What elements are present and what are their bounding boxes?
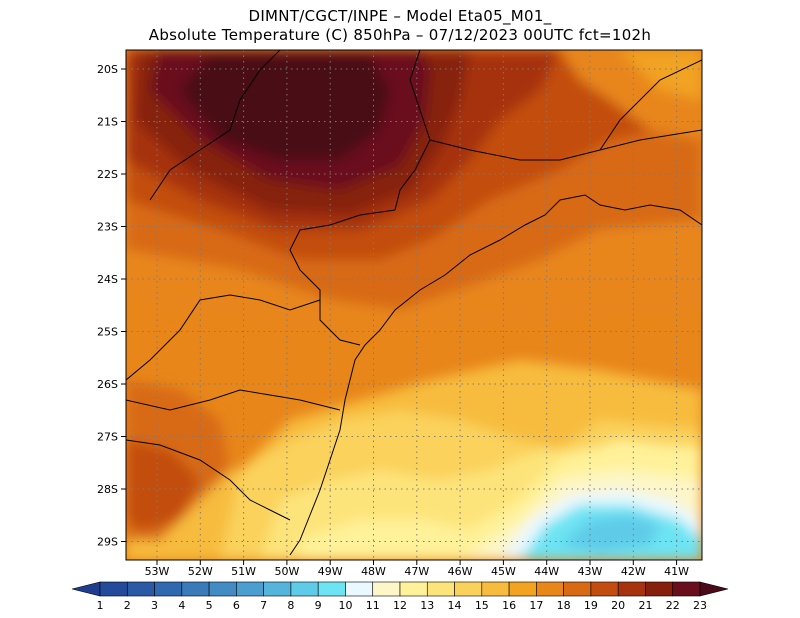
colorbar-segment <box>154 581 183 597</box>
colorbar-label: 17 <box>529 599 543 612</box>
colorbar-right-arrow <box>699 581 729 597</box>
colorbar-segment <box>236 581 264 597</box>
colorbar-label: 7 <box>260 599 267 612</box>
colorbar-label: 10 <box>338 599 352 612</box>
colorbar-label: 16 <box>502 599 516 612</box>
lat-label: 27S <box>97 431 118 444</box>
lat-label: 28S <box>97 483 118 496</box>
colorbar-segment <box>99 581 128 597</box>
colorbar-label: 5 <box>206 599 213 612</box>
lat-label: 22S <box>97 168 118 181</box>
lon-label: 52W <box>188 565 213 578</box>
lon-label: 53W <box>145 565 170 578</box>
lat-label: 23S <box>97 221 118 234</box>
coastline <box>126 50 702 556</box>
colorbar-segment <box>317 581 346 597</box>
latitude-labels: 20S 21S 22S 23S 24S 25S 26S 27S 28S 29S <box>97 63 126 549</box>
colorbar-label: 9 <box>315 599 322 612</box>
colorbar-segment <box>617 581 646 597</box>
colorbar-label: 15 <box>475 599 489 612</box>
lat-label: 24S <box>97 273 118 286</box>
colorbar-segment <box>672 581 701 597</box>
lon-label: 50W <box>274 565 299 578</box>
colorbar-label: 1 <box>97 599 104 612</box>
colorbar-label: 2 <box>124 599 131 612</box>
lon-label: 51W <box>231 565 256 578</box>
lon-label: 46W <box>448 565 473 578</box>
map-grid <box>126 50 702 560</box>
map-title-line-2: Absolute Temperature (C) 850hPa – 07/12/… <box>148 26 652 44</box>
colorbar-segment <box>208 581 237 597</box>
colorbar-segment <box>536 581 564 597</box>
colorbar-segment <box>372 581 401 597</box>
colorbar-label: 23 <box>693 599 707 612</box>
colorbar-label: 11 <box>366 599 380 612</box>
temperature-field <box>126 50 702 560</box>
colorbar-left-arrow <box>71 581 101 597</box>
colorbar-segment <box>263 581 292 597</box>
colorbar-segment <box>563 581 592 597</box>
colorbar-label: 6 <box>233 599 240 612</box>
lon-label: 41W <box>664 565 689 578</box>
lat-label: 25S <box>97 326 118 339</box>
lon-label: 42W <box>621 565 646 578</box>
colorbar-label: 12 <box>393 599 407 612</box>
lon-label: 49W <box>318 565 343 578</box>
colorbar-label: 20 <box>611 599 625 612</box>
colorbar-segment <box>399 581 428 597</box>
colorbar-segment <box>454 581 483 597</box>
colorbar-label: 14 <box>448 599 462 612</box>
lon-label: 47W <box>404 565 429 578</box>
colorbar-label: 21 <box>638 599 652 612</box>
colorbar-label: 4 <box>178 599 185 612</box>
lon-label: 48W <box>361 565 386 578</box>
lat-label: 26S <box>97 378 118 391</box>
colorbar-label: 13 <box>420 599 434 612</box>
colorbar-label: 22 <box>666 599 680 612</box>
colorbar-label: 19 <box>584 599 598 612</box>
colorbar-segment <box>508 581 537 597</box>
colorbar-segment <box>590 581 619 597</box>
colorbar-label: 18 <box>557 599 571 612</box>
lon-label: 45W <box>491 565 516 578</box>
map-title-line-1: DIMNT/CGCT/INPE – Model Eta05_M01_ <box>248 7 552 25</box>
colorbar-labels: 1 2 3 4 5 6 7 8 9 10 11 12 13 14 15 16 17 18 19 20 21 22 23 <box>97 599 708 612</box>
colorbar-label: 3 <box>151 599 158 612</box>
lat-label: 29S <box>97 536 118 549</box>
longitude-labels: 53W 52W 51W 50W 49W 48W 47W 46W 45W 44W 43W 42W 41W <box>145 560 689 578</box>
lat-label: 21S <box>97 116 118 129</box>
colorbar-segment <box>481 581 510 597</box>
colorbar-label: 8 <box>287 599 294 612</box>
colorbar-segment <box>290 581 319 597</box>
lon-label: 44W <box>534 565 559 578</box>
colorbar-segment <box>181 581 210 597</box>
colorbar-segment <box>645 581 674 597</box>
lon-label: 43W <box>578 565 603 578</box>
lat-label: 20S <box>97 63 118 76</box>
colorbar-segment <box>126 581 155 597</box>
colorbar-segment <box>345 581 374 597</box>
map-frame <box>125 49 703 561</box>
colorbar-segment <box>426 581 455 597</box>
